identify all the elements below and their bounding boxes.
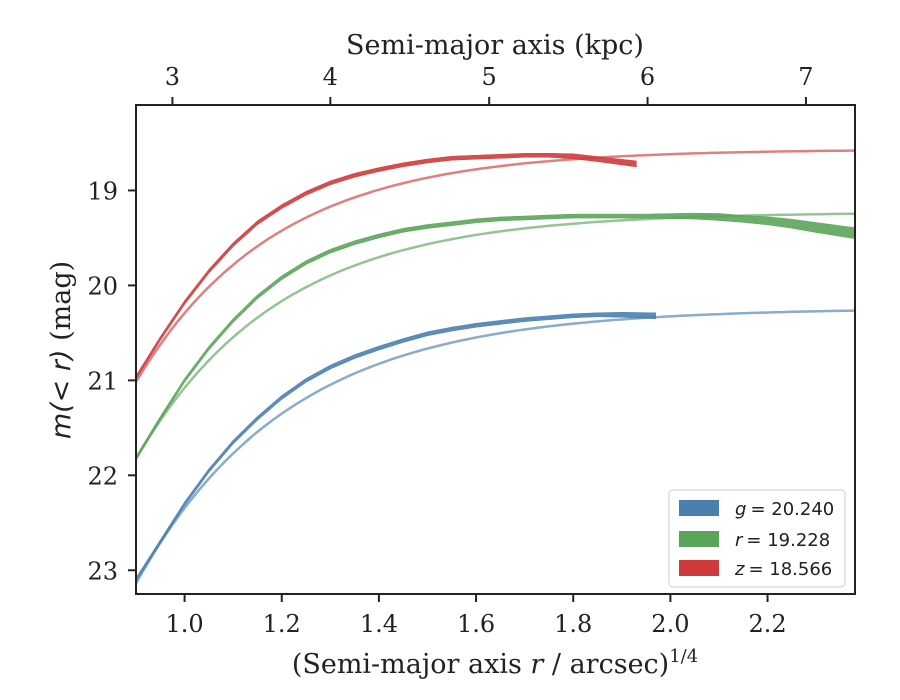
y-axis-title: m(< r) (mag) [46,261,77,439]
x-tick-label: 1.2 [263,610,301,638]
top-tick-label: 3 [165,63,180,91]
x-tick-label: 2.0 [651,610,689,638]
legend: g = 20.240 r = 19.228 z = 18.566 [668,489,846,588]
x-axis-ticks: 1.0 1.2 1.4 1.6 1.8 2.0 2.2 [165,594,787,638]
top-tick-label: 5 [482,63,497,91]
top-tick-label: 4 [323,63,338,91]
top-x-axis-title: Semi-major axis (kpc) [346,30,644,61]
y-axis-title-unit: (mag) [46,261,77,350]
y-axis-ticks: 19 20 21 22 23 [87,177,136,585]
model-curve-z [136,149,855,383]
y-axis-title-math: m(< r) [46,349,77,439]
series-layer [136,149,855,585]
top-tick-label: 6 [640,63,655,91]
legend-swatch-g [679,500,719,516]
legend-label-g: g = 20.240 [735,499,834,520]
observed-band-z [136,153,637,380]
x-axis-title-sup: 1/4 [669,646,698,667]
plot-frame [135,104,856,595]
top-axis-ticks: 3 4 5 6 7 [165,63,814,105]
observed-band-g [136,312,657,583]
x-axis-title-post: / arcsec) [543,649,669,680]
y-tick-label: 20 [87,272,118,300]
y-tick-label: 23 [87,557,118,585]
legend-swatch-r [679,531,719,547]
x-axis-title-var: r [530,649,545,680]
x-tick-label: 1.4 [360,610,398,638]
y-tick-label: 22 [87,462,118,490]
legend-label-r: r = 19.228 [735,530,830,551]
model-curve-g [136,309,855,585]
y-tick-label: 21 [87,367,118,395]
model-curve-r [136,212,855,460]
x-tick-label: 2.2 [748,610,786,638]
legend-label-z: z = 18.566 [734,559,832,580]
top-tick-label: 7 [798,63,813,91]
legend-swatch-z [679,560,719,576]
x-axis-title: (Semi-major axis r / arcsec)1/4 [292,646,698,680]
y-tick-label: 19 [87,177,118,205]
observed-band-r [136,212,855,461]
x-tick-label: 1.8 [554,610,592,638]
x-axis-title-pre: (Semi-major axis [292,649,531,680]
x-tick-label: 1.0 [165,610,203,638]
x-tick-label: 1.6 [457,610,495,638]
